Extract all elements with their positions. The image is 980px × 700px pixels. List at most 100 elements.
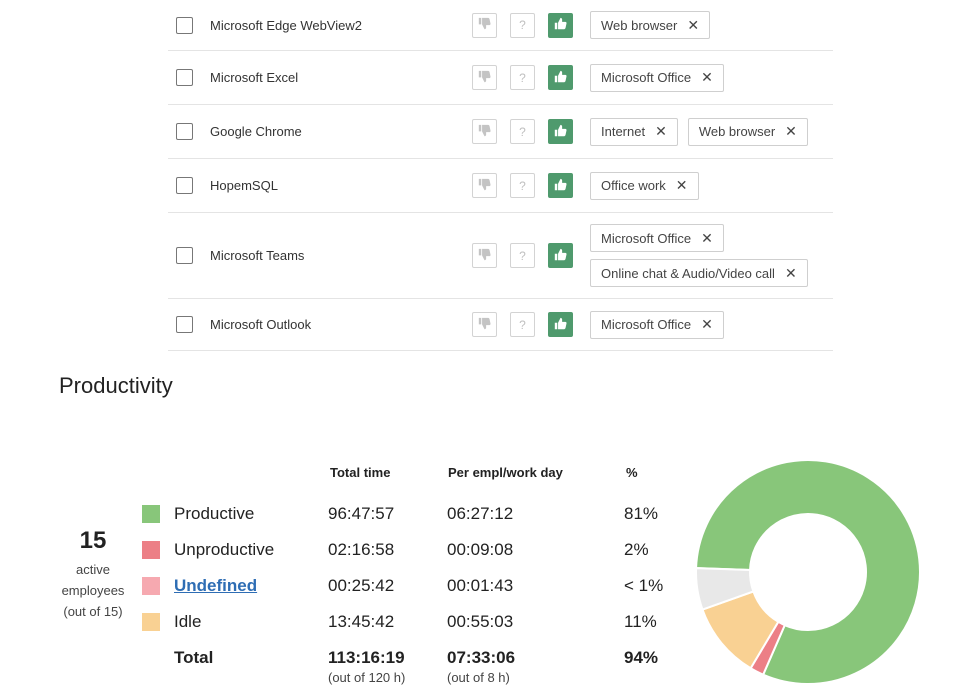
thumbs-down-button[interactable] — [472, 312, 497, 337]
header-percent: % — [626, 465, 638, 480]
thumbs-down-icon — [478, 17, 491, 33]
legend-swatch — [142, 613, 160, 631]
remove-category-icon[interactable]: ✕ — [701, 316, 713, 332]
percent-value: 81% — [624, 504, 659, 523]
category-tag: Web browser ✕ — [687, 117, 808, 146]
remove-category-icon[interactable]: ✕ — [655, 123, 667, 139]
active-employees-summary: 15 active employees (out of 15) — [50, 527, 136, 622]
app-checkbox[interactable] — [176, 247, 193, 264]
header-total-time: Total time — [330, 465, 391, 480]
productivity-total-row: Total 113:16:19 (out of 120 h) 07:33:06 (out… — [142, 644, 682, 690]
category-tag: Web browser ✕ — [590, 11, 711, 39]
category-tag-label: Microsoft Office — [601, 70, 692, 85]
thumbs-up-button[interactable] — [548, 65, 573, 90]
rating-buttons: ? — [472, 119, 573, 144]
neutral-button[interactable]: ? — [510, 312, 535, 337]
remove-category-icon[interactable]: ✕ — [701, 69, 713, 85]
category-tag: Online chat & Audio/Video call ✕ — [590, 259, 808, 287]
category-label: Unproductive — [174, 540, 275, 559]
app-categories: Office work ✕ — [590, 171, 699, 200]
category-tag-label: Web browser — [601, 17, 678, 33]
donut-segment-offline — [695, 567, 755, 611]
remove-category-icon[interactable]: ✕ — [785, 123, 797, 139]
productivity-row: Idle 13:45:42 00:55:03 11% — [142, 608, 682, 636]
category-line: Internet ✕ Web browser ✕ — [590, 117, 808, 146]
thumbs-down-icon — [478, 178, 491, 194]
app-categories: Web browser ✕ — [590, 11, 711, 39]
category-tag: Microsoft Office ✕ — [590, 63, 724, 92]
rating-buttons: ? — [472, 12, 573, 38]
remove-category-icon[interactable]: ✕ — [687, 16, 700, 33]
thumbs-up-button[interactable] — [548, 312, 573, 337]
active-employees-label: active employees (out of 15) — [61, 562, 125, 619]
thumbs-down-button[interactable] — [472, 119, 497, 144]
thumbs-up-button[interactable] — [548, 119, 573, 144]
thumbs-up-icon — [554, 248, 567, 264]
total-time-value: 00:25:42 — [328, 576, 395, 595]
category-line: Web browser ✕ — [590, 11, 711, 39]
app-row: Microsoft Edge WebView2? Web browser ✕ — [168, 0, 833, 51]
thumbs-up-icon — [554, 124, 567, 140]
productivity-row: Unproductive 02:16:58 00:09:08 2% — [142, 536, 682, 564]
category-label: Idle — [174, 612, 202, 631]
thumbs-up-button[interactable] — [548, 12, 573, 38]
category-line: Microsoft Office ✕ — [590, 63, 724, 92]
legend-swatch — [142, 541, 160, 559]
per-day-value: 00:01:43 — [447, 576, 514, 595]
productivity-row: Productive 96:47:57 06:27:12 81% — [142, 500, 682, 528]
total-time-sub: (out of 120 h) — [328, 670, 406, 685]
app-checkbox[interactable] — [176, 69, 193, 86]
app-row: HopemSQL? Office work ✕ — [168, 159, 833, 213]
neutral-button[interactable]: ? — [510, 65, 535, 90]
neutral-button[interactable]: ? — [510, 243, 535, 268]
thumbs-down-icon — [478, 248, 491, 264]
rating-buttons: ? — [472, 65, 573, 90]
app-name: Microsoft Excel — [210, 70, 299, 85]
thumbs-up-button[interactable] — [548, 243, 573, 268]
thumbs-down-button[interactable] — [472, 65, 497, 90]
total-label: Total — [174, 648, 214, 667]
app-name: Google Chrome — [210, 124, 302, 139]
app-row: Google Chrome? Internet ✕ Web browser ✕ — [168, 105, 833, 159]
percent-value: 11% — [624, 612, 657, 631]
active-employees-count: 15 — [79, 527, 107, 554]
app-checkbox[interactable] — [176, 16, 193, 34]
remove-category-icon[interactable]: ✕ — [675, 177, 688, 193]
category-tag-label: Microsoft Office — [601, 230, 692, 246]
per-day-value: 00:55:03 — [447, 612, 514, 631]
app-checkbox[interactable] — [176, 177, 193, 194]
header-per-empl-work-day: Per empl/work day — [448, 465, 563, 480]
category-line: Office work ✕ — [590, 171, 699, 200]
rating-buttons: ? — [472, 312, 573, 337]
thumbs-down-button[interactable] — [472, 173, 497, 198]
app-row: Microsoft Excel? Microsoft Office ✕ — [168, 51, 833, 105]
thumbs-down-icon — [478, 124, 491, 140]
app-name: Microsoft Outlook — [210, 317, 312, 332]
total-time-value: 13:45:42 — [328, 612, 395, 631]
per-day-sum: 07:33:06 — [447, 648, 516, 667]
thumbs-up-button[interactable] — [548, 173, 573, 198]
per-day-value: 06:27:12 — [447, 504, 514, 523]
app-categories: Microsoft Office ✕ — [590, 310, 724, 339]
rating-buttons: ? — [472, 173, 573, 198]
neutral-button[interactable]: ? — [510, 12, 535, 38]
productivity-donut-chart — [695, 459, 921, 685]
legend-swatch — [142, 577, 160, 595]
neutral-button[interactable]: ? — [510, 119, 535, 144]
category-line: Online chat & Audio/Video call ✕ — [590, 259, 808, 287]
thumbs-down-icon — [478, 70, 491, 86]
total-percent: 94% — [624, 648, 659, 667]
app-checkbox[interactable] — [176, 316, 193, 333]
app-checkbox[interactable] — [176, 123, 193, 140]
thumbs-down-button[interactable] — [472, 243, 497, 268]
category-label[interactable]: Undefined — [174, 576, 258, 595]
category-line: Microsoft Office ✕ — [590, 224, 808, 252]
thumbs-down-button[interactable] — [472, 12, 497, 38]
remove-category-icon[interactable]: ✕ — [701, 229, 713, 246]
neutral-button[interactable]: ? — [510, 173, 535, 198]
category-line: Microsoft Office ✕ — [590, 310, 724, 339]
remove-category-icon[interactable]: ✕ — [784, 264, 797, 281]
thumbs-down-icon — [478, 317, 491, 333]
legend-swatch — [142, 505, 160, 523]
app-categories: Microsoft Office ✕ — [590, 63, 724, 92]
